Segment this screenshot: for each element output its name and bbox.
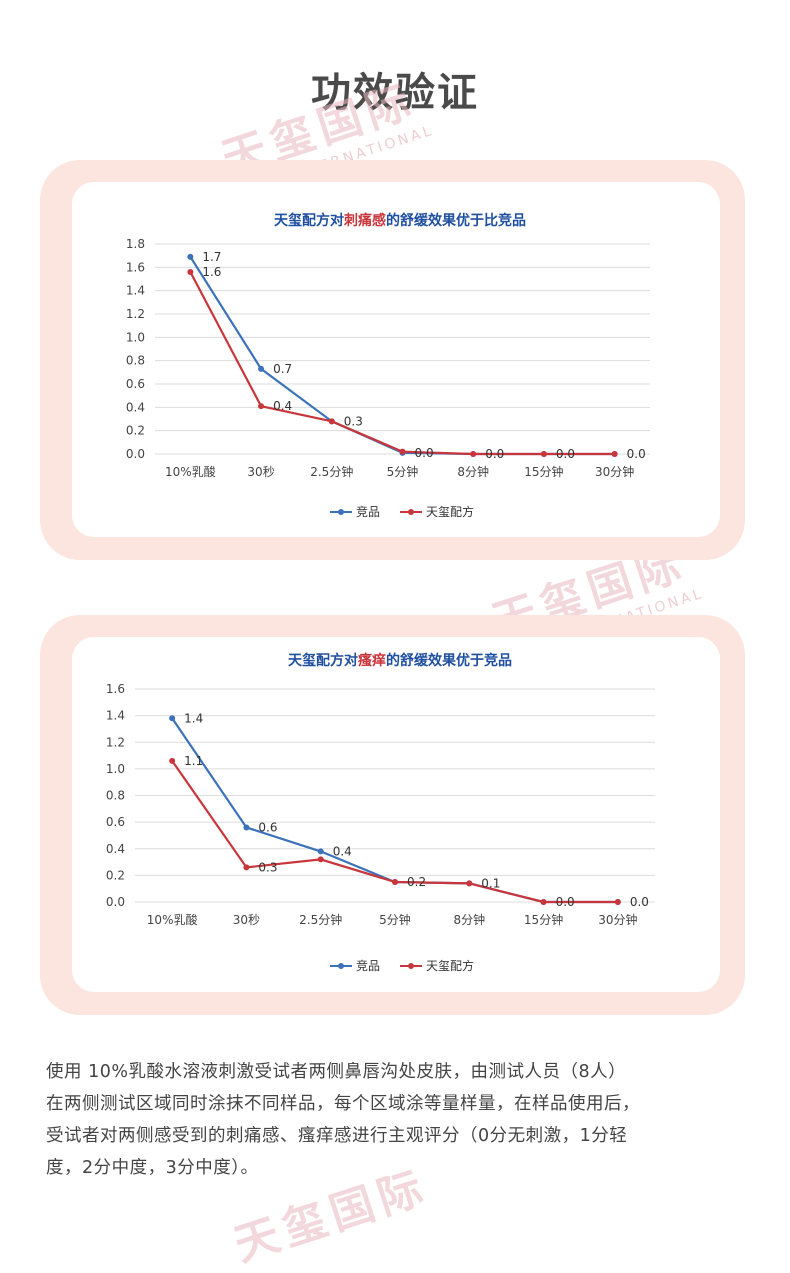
data-point — [243, 824, 250, 831]
y-tick-label: 1.4 — [126, 284, 145, 298]
stinging-chart: 天玺配方对刺痛感的舒缓效果优于比竞品 0.0 0.2 0.4 0.6 0.8 1.0 1.2 1… — [126, 212, 650, 519]
x-tick-label: 5分钟 — [379, 912, 411, 927]
legend-marker — [338, 509, 344, 515]
y-tick-label: 1.2 — [126, 307, 145, 321]
chart-title-part: 瘙痒 — [357, 652, 386, 669]
data-point — [392, 879, 398, 886]
legend-label: 竞品 — [356, 959, 380, 973]
description-line: 度，2分中度，3分中度）。 — [46, 1158, 259, 1178]
chart-title-part: 的舒缓效果优于比竞品 — [386, 212, 526, 229]
data-point — [540, 451, 547, 457]
data-point — [169, 715, 176, 722]
data-point — [187, 253, 194, 260]
data-point — [540, 899, 547, 905]
data-point — [317, 856, 324, 863]
y-tick-label: 1.8 — [126, 237, 145, 251]
data-label: 0.1 — [481, 876, 500, 890]
data-label: 0.6 — [258, 820, 277, 834]
data-label: 0.0 — [485, 447, 504, 461]
data-point — [258, 403, 265, 410]
description-line: 在两侧测试区域同时涂抹不同样品，每个区域涂等量样量，在样品使用后， — [46, 1094, 640, 1114]
data-point — [243, 864, 250, 871]
legend-label: 天玺配方 — [426, 504, 474, 519]
data-point — [258, 365, 265, 372]
y-tick-label: 1.0 — [106, 762, 125, 776]
data-label: 1.1 — [184, 754, 203, 768]
description: 使用 10%乳酸水溶液刺激受试者两侧鼻唇沟处皮肤，由测试人员（8人） 在两侧测试… — [46, 1056, 746, 1184]
data-point — [614, 899, 621, 905]
data-point — [399, 448, 406, 455]
x-tick-label: 8分钟 — [457, 464, 489, 479]
x-tick-label: 15分钟 — [524, 912, 563, 927]
x-tick-label: 2.5分钟 — [299, 912, 342, 927]
data-point — [328, 418, 335, 425]
x-tick-label: 15分钟 — [524, 464, 563, 479]
y-tick-label: 0.4 — [106, 842, 125, 856]
chart-title: 天玺配方对瘙痒的舒缓效果优于竞品 — [288, 652, 512, 669]
x-tick-label: 30分钟 — [598, 912, 637, 927]
x-tick-label: 10%乳酸 — [165, 464, 216, 479]
data-label: 0.2 — [407, 875, 426, 889]
legend-marker — [408, 963, 414, 969]
x-tick-label: 5分钟 — [387, 464, 419, 479]
x-tick-label: 2.5分钟 — [310, 464, 353, 479]
x-tick-label: 30秒 — [233, 913, 260, 927]
data-label: 0.0 — [415, 446, 434, 460]
y-tick-label: 1.2 — [106, 735, 125, 749]
chart-title-part: 天玺配方对 — [274, 212, 344, 229]
data-label: 0.0 — [556, 895, 575, 909]
legend-marker — [338, 963, 344, 969]
description-line: 受试者对两侧感受到的刺痛感、瘙痒感进行主观评分（0分无刺激，1分轻 — [46, 1126, 628, 1146]
data-point — [611, 451, 618, 457]
chart-title-part: 的舒缓效果优于竞品 — [386, 652, 512, 669]
chart-title-part: 刺痛感 — [344, 212, 386, 229]
y-tick-label: 0.8 — [106, 789, 125, 803]
data-label: 0.4 — [273, 399, 292, 413]
legend-label: 竞品 — [356, 505, 380, 519]
y-tick-label: 0.2 — [126, 424, 145, 438]
data-label: 1.6 — [202, 265, 221, 279]
y-tick-label: 0.4 — [126, 400, 145, 414]
y-tick-label: 1.0 — [126, 330, 145, 344]
x-tick-label: 10%乳酸 — [147, 912, 198, 927]
y-tick-label: 1.4 — [106, 709, 125, 723]
y-tick-label: 1.6 — [126, 260, 145, 274]
y-tick-label: 0.8 — [126, 354, 145, 368]
data-label: 1.4 — [184, 711, 203, 725]
y-tick-label: 1.6 — [106, 682, 125, 696]
data-label: 0.3 — [258, 860, 277, 874]
data-label: 1.7 — [202, 250, 221, 264]
data-label: 0.3 — [344, 414, 363, 428]
legend-label: 天玺配方 — [426, 958, 474, 973]
x-tick-label: 30分钟 — [595, 464, 634, 479]
itching-chart: 天玺配方对瘙痒的舒缓效果优于竞品 0.0 0.2 0.4 0.6 0.8 1.0 1.2 1.4… — [106, 652, 655, 973]
chart-panel-2 — [72, 637, 720, 992]
x-tick-label: 30秒 — [247, 465, 274, 479]
y-tick-label: 0.6 — [126, 377, 145, 391]
data-label: 0.0 — [630, 895, 649, 909]
x-tick-label: 8分钟 — [453, 912, 485, 927]
data-point — [466, 880, 473, 887]
data-label: 0.0 — [556, 447, 575, 461]
y-tick-label: 0.0 — [106, 895, 125, 909]
y-tick-label: 0.0 — [126, 447, 145, 461]
series-line-competitor — [171, 717, 618, 904]
data-point — [470, 451, 477, 457]
chart-title-part: 天玺配方对 — [288, 652, 358, 669]
data-label: 0.7 — [273, 362, 292, 376]
y-tick-label: 0.2 — [106, 868, 125, 882]
description-line: 使用 10%乳酸水溶液刺激受试者两侧鼻唇沟处皮肤，由测试人员（8人） — [46, 1062, 627, 1082]
data-point — [317, 848, 324, 855]
page-title: 功效验证 — [311, 70, 479, 116]
y-tick-label: 0.6 — [106, 815, 125, 829]
chart-panel-1 — [72, 182, 720, 537]
data-label: 0.0 — [627, 447, 646, 461]
legend-marker — [408, 509, 414, 515]
data-point — [187, 269, 194, 275]
data-point — [169, 757, 176, 764]
chart-title: 天玺配方对刺痛感的舒缓效果优于比竞品 — [274, 212, 526, 229]
data-label: 0.4 — [333, 844, 352, 858]
